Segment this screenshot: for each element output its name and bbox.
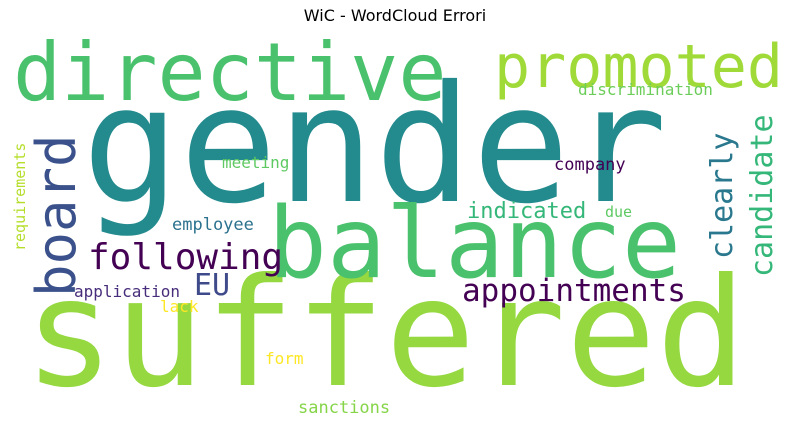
word-employee: employee bbox=[172, 215, 254, 235]
word-application: application bbox=[74, 282, 180, 301]
word-balance: balance bbox=[268, 187, 682, 301]
word-directive: directive bbox=[13, 27, 447, 119]
word-cloud: gender suffered directive balance promot… bbox=[10, 27, 780, 427]
word-following: following bbox=[88, 237, 284, 278]
word-appointments: appointments bbox=[462, 273, 686, 309]
word-board: board bbox=[25, 134, 88, 297]
word-sanctions: sanctions bbox=[298, 398, 391, 418]
word-requirements: requirements bbox=[11, 142, 29, 251]
word-gender: gender bbox=[82, 52, 668, 240]
chart-title: WiC - WordCloud Errori bbox=[303, 6, 487, 25]
word-form: form bbox=[265, 349, 304, 368]
word-due: due bbox=[605, 203, 633, 221]
word-company: company bbox=[554, 155, 626, 175]
word-suffered: suffered bbox=[24, 247, 747, 421]
word-promoted: promoted bbox=[494, 32, 780, 102]
word-candidate: candidate bbox=[745, 114, 780, 277]
word-eu: EU bbox=[194, 268, 231, 303]
word-indicated: indicated bbox=[467, 199, 587, 224]
word-meeting: meeting bbox=[222, 153, 290, 172]
word-clearly: clearly bbox=[705, 132, 740, 259]
word-discrimination: discrimination bbox=[578, 80, 713, 99]
word-lack: lack bbox=[160, 297, 199, 316]
